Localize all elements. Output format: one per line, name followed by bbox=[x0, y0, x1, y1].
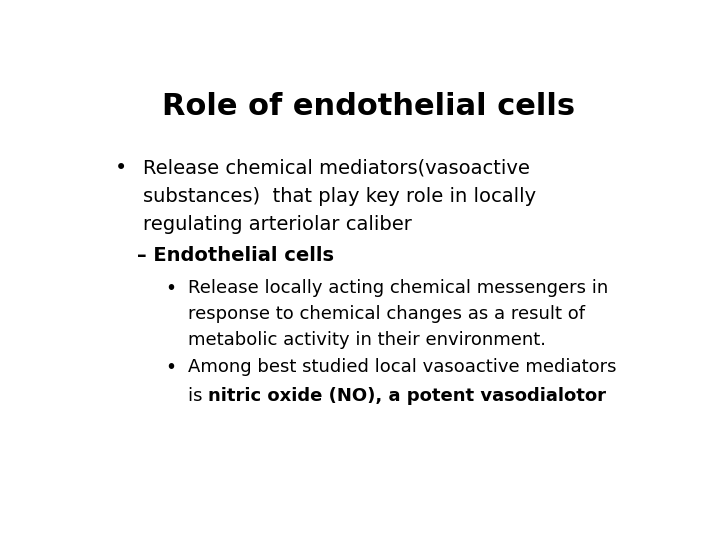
Text: response to chemical changes as a result of: response to chemical changes as a result… bbox=[188, 305, 585, 323]
Text: – Endothelial cells: – Endothelial cells bbox=[138, 246, 334, 265]
Text: Release locally acting chemical messengers in: Release locally acting chemical messenge… bbox=[188, 279, 608, 297]
Text: metabolic activity in their environment.: metabolic activity in their environment. bbox=[188, 332, 546, 349]
Text: regulating arteriolar caliber: regulating arteriolar caliber bbox=[143, 215, 412, 234]
Text: •: • bbox=[166, 279, 176, 298]
Text: Release chemical mediators(vasoactive: Release chemical mediators(vasoactive bbox=[143, 158, 530, 177]
Text: Among best studied local vasoactive mediators: Among best studied local vasoactive medi… bbox=[188, 358, 616, 376]
Text: nitric oxide (NO), a potent vasodialotor: nitric oxide (NO), a potent vasodialotor bbox=[208, 387, 606, 405]
Text: •: • bbox=[115, 158, 127, 178]
Text: •: • bbox=[166, 358, 176, 377]
Text: is: is bbox=[188, 387, 208, 405]
Text: substances)  that play key role in locally: substances) that play key role in locall… bbox=[143, 187, 536, 206]
Text: Role of endothelial cells: Role of endothelial cells bbox=[163, 92, 575, 121]
